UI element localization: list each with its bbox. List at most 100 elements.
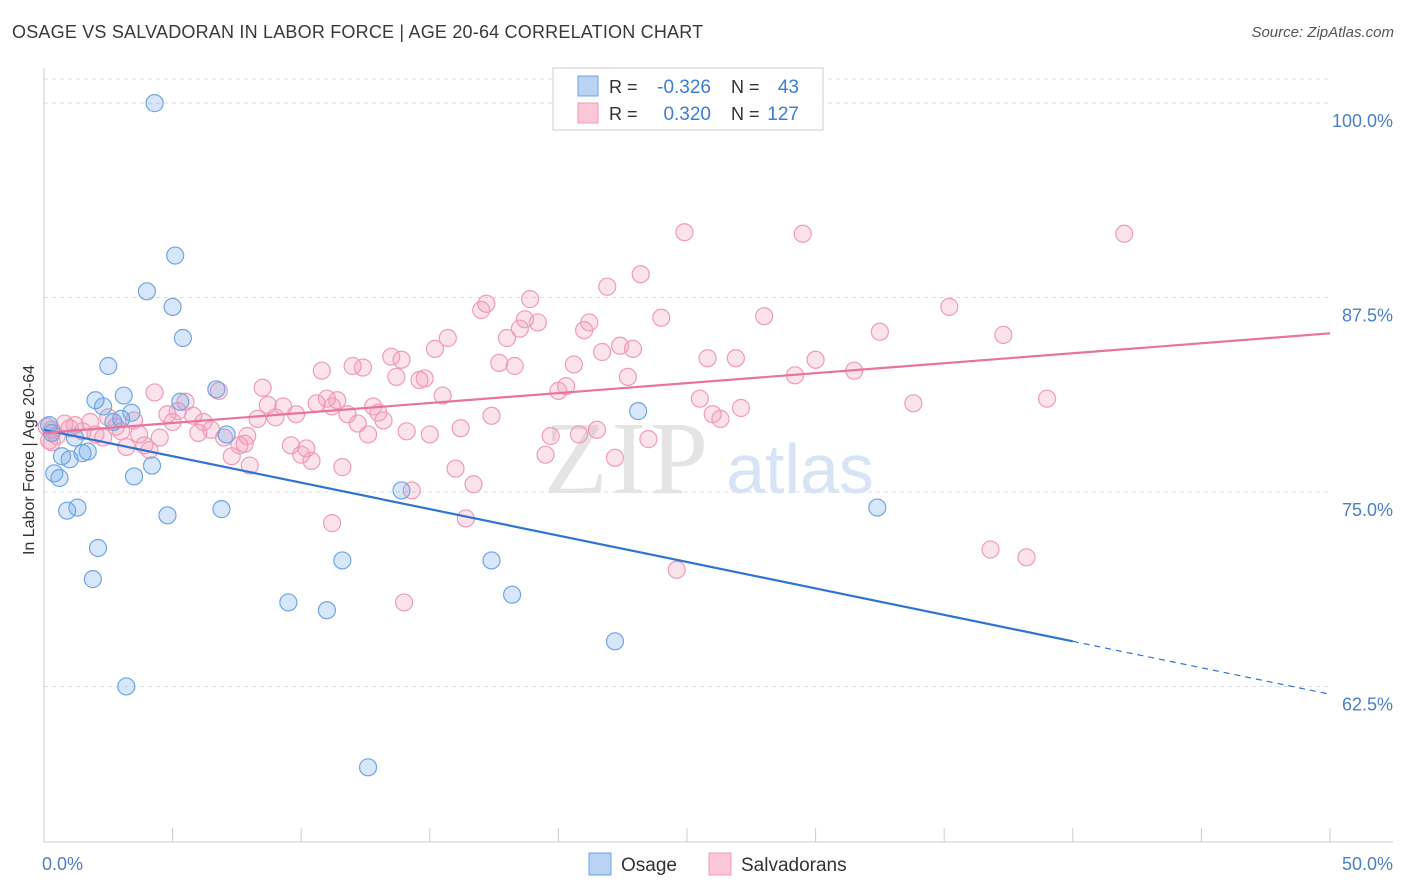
salvadoran-point (438, 328, 457, 348)
salvadoran-point (1017, 548, 1036, 567)
osage-point (358, 758, 378, 777)
salvadoran-point (870, 322, 890, 341)
stats-legend: R = -0.326 N = 43 R = 0.320 N = 127 (552, 67, 824, 131)
osage-point (117, 677, 136, 696)
salvadoran-point (618, 367, 637, 386)
salvadoran-point (639, 430, 658, 449)
source-label: Source: ZipAtlas.com (1251, 24, 1394, 41)
salvadoran-point (652, 308, 671, 327)
osage-points (40, 94, 887, 777)
salvadoran-point (541, 426, 560, 446)
legend-n-value-osage: 43 (778, 77, 799, 98)
salvadoran-point (904, 394, 923, 413)
legend-swatch-salvadoran (577, 102, 599, 124)
osage-point (629, 402, 648, 421)
salvadoran-point (482, 406, 501, 425)
legend-r-value-osage: -0.326 (657, 77, 711, 98)
salvadoran-point (536, 445, 555, 464)
osage-point (868, 498, 887, 517)
legend-swatch-osage (577, 75, 599, 97)
salvadoran-point (145, 383, 164, 402)
legend-n-label-salvadoran: N = (731, 104, 760, 124)
salvadoran-point (382, 347, 401, 366)
osage-point (392, 481, 411, 500)
x-tick-label: 50.0% (1342, 854, 1393, 874)
salvadoran-point (994, 325, 1013, 344)
salvadoran-point (521, 290, 540, 309)
osage-point (317, 601, 337, 620)
salvadoran-point (374, 411, 393, 430)
salvadoran-point (420, 425, 439, 444)
salvadoran-point (793, 224, 812, 243)
legend-r-label-osage: R = (609, 77, 638, 97)
salvadoran-point (238, 426, 257, 446)
axes (43, 68, 1393, 843)
osage-point (207, 380, 226, 399)
salvadoran-point (806, 350, 825, 369)
y-tick-label: 75.0% (1342, 500, 1393, 520)
watermark-atlas: atlas (726, 430, 874, 508)
osage-point (142, 456, 162, 475)
salvadoran-point (598, 277, 617, 296)
salvadoran-point (726, 349, 745, 368)
salvadoran-point (1037, 389, 1057, 408)
osage-point (58, 501, 77, 520)
salvadoran-point (176, 392, 195, 411)
legend-r-value-salvadoran: 0.320 (663, 104, 711, 125)
osage-point (137, 282, 156, 301)
salvadoran-point (333, 458, 352, 477)
salvadoran-point (731, 398, 751, 418)
osage-point (50, 468, 69, 488)
salvadoran-point (623, 339, 643, 358)
salvadoran-point (433, 386, 452, 405)
salvadoran-point (387, 367, 406, 386)
salvadoran-point (415, 369, 434, 388)
osage-point (163, 297, 182, 316)
osage-point (333, 551, 352, 570)
salvadoran-point (631, 265, 650, 284)
osage-point (68, 498, 87, 517)
salvadoran-point (497, 328, 517, 348)
osage-point (279, 593, 298, 612)
chart-title: OSAGE VS SALVADORAN IN LABOR FORCE | AGE… (12, 22, 704, 42)
salvadoran-point (240, 456, 259, 475)
salvadoran-point (425, 339, 445, 358)
osage-point (99, 356, 118, 376)
bottom-legend-salvadoran: Salvadorans (741, 855, 847, 876)
osage-point (166, 246, 185, 265)
watermark-zip: ZIP (544, 401, 712, 516)
salvadoran-point (214, 428, 234, 447)
osage-point (503, 585, 522, 604)
salvadoran-point (587, 420, 607, 439)
salvadoran-point (564, 355, 583, 374)
osage-point (94, 397, 113, 416)
osage-point (171, 392, 190, 411)
osage-point (88, 538, 108, 558)
salvadoran-point (451, 419, 470, 438)
salvadoran-point (593, 342, 612, 362)
bottom-legend-swatch-osage (588, 852, 612, 876)
osage-point (158, 506, 177, 525)
osage-point (145, 94, 164, 113)
series-legend: Osage Salvadorans (588, 852, 847, 876)
salvadoran-point (580, 313, 599, 332)
salvadoran-point (402, 481, 421, 500)
salvadoran-point (302, 451, 321, 470)
salvadoran-point (150, 428, 169, 447)
salvadoran-point (528, 313, 547, 332)
salvadoran-point (667, 560, 686, 579)
salvadoran-point (353, 358, 373, 377)
salvadoran-point (510, 319, 529, 338)
bottom-legend-swatch-salvadoran (708, 852, 732, 876)
trend-lines (43, 332, 1331, 695)
salvadoran-point (477, 294, 496, 313)
bottom-legend-osage: Osage (621, 855, 677, 876)
osage-point (124, 467, 144, 486)
salvadoran-trend-line (43, 332, 1331, 434)
salvadoran-point (605, 448, 625, 467)
legend-r-label-salvadoran: R = (609, 104, 638, 124)
salvadoran-point (755, 307, 774, 326)
salvadoran-point (690, 389, 709, 408)
salvadoran-point (397, 422, 416, 441)
